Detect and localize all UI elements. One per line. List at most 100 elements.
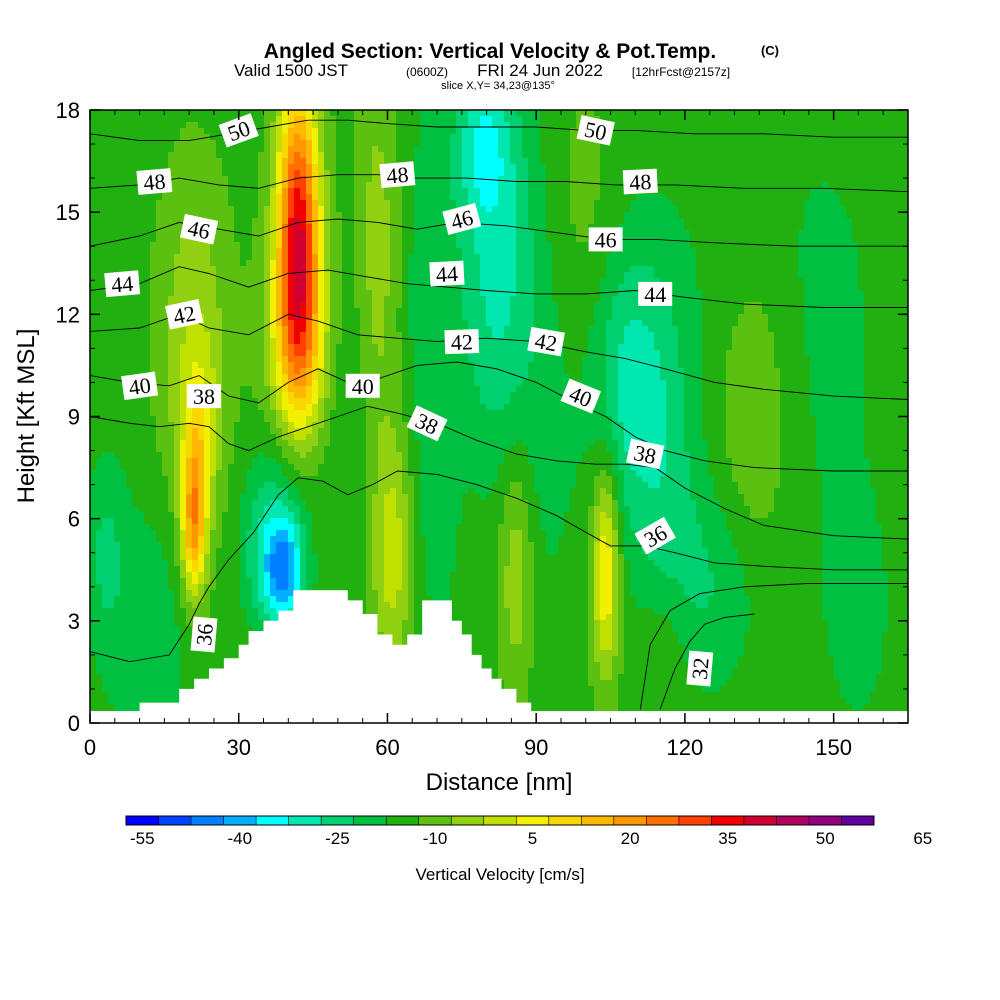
contour-label-text: 36 xyxy=(191,622,218,646)
colorbar-swatch xyxy=(126,816,159,825)
colorbar-swatch xyxy=(483,816,517,825)
colorbar-swatch xyxy=(288,816,322,825)
colorbar-ticks: -55 -40 -25 -10 5 20 35 50 65 xyxy=(130,829,932,848)
colorbar-swatch xyxy=(808,816,842,825)
forecast-label: [12hrFcst@2157z] xyxy=(632,65,730,79)
contour-label: 50 xyxy=(218,113,259,148)
contour-label-text: 50 xyxy=(582,116,609,145)
contour-label-text: 46 xyxy=(595,227,617,252)
colorbar-swatch xyxy=(841,816,875,825)
contour-label: 48 xyxy=(136,168,173,195)
y-tick-label: 12 xyxy=(56,302,80,327)
title-unit: (C) xyxy=(761,43,779,58)
contour-label-text: 46 xyxy=(186,215,213,244)
y-tick-label: 6 xyxy=(68,507,80,532)
contour-label-text: 42 xyxy=(171,300,198,329)
colorbar-swatch xyxy=(191,816,224,825)
theta-contour-50 xyxy=(90,119,908,142)
contour-label: 40 xyxy=(121,371,159,400)
contour-label-text: 40 xyxy=(352,374,374,399)
valid-date-label: FRI 24 Jun 2022 xyxy=(477,61,603,80)
contour-label: 48 xyxy=(622,168,658,195)
x-tick-label: 150 xyxy=(815,735,852,760)
colorbar-swatch xyxy=(678,816,712,825)
terrain xyxy=(90,590,908,723)
colorbar-tick-label: 65 xyxy=(913,829,932,848)
y-axis-label: Height [Kft MSL] xyxy=(13,329,40,504)
colorbar-swatch xyxy=(418,816,452,825)
colorbar-tick-label: -25 xyxy=(325,829,350,848)
theta-contour-48 xyxy=(90,174,908,193)
colorbar-tick-label: 35 xyxy=(718,829,737,848)
y-tick-label: 15 xyxy=(56,200,80,225)
contour-label: 38 xyxy=(626,438,665,470)
contour-label: 40 xyxy=(560,378,602,414)
y-tick-label: 0 xyxy=(68,711,80,736)
colorbar-swatch xyxy=(386,816,420,825)
colorbar-swatch xyxy=(743,816,777,825)
colorbar-tick-label: 50 xyxy=(816,829,835,848)
contour-label: 44 xyxy=(104,270,141,298)
colorbar-swatch xyxy=(548,816,582,825)
contour-label: 48 xyxy=(379,161,416,189)
ground-band xyxy=(90,711,908,723)
colorbar-swatch xyxy=(321,816,355,825)
contour-label: 46 xyxy=(179,213,219,245)
theta-contour-34 xyxy=(639,582,908,710)
contour-label-text: 38 xyxy=(632,440,659,469)
colorbar-swatch xyxy=(158,816,192,825)
contour-label-text: 40 xyxy=(127,372,152,400)
contour-label: 46 xyxy=(442,203,482,235)
contour-label: 42 xyxy=(165,299,204,330)
valid-time-label: Valid 1500 JST xyxy=(234,61,348,80)
slice-label: slice X,Y= 34,23@135° xyxy=(441,80,555,92)
x-axis-label: Distance [nm] xyxy=(426,769,573,796)
utc-time-label: (0600Z) xyxy=(406,65,448,79)
colorbar-frame xyxy=(125,815,875,826)
contour-label-text: 32 xyxy=(687,656,714,680)
contour-label: 32 xyxy=(686,650,714,687)
theta-contour-36 xyxy=(90,470,908,663)
x-tick-label: 30 xyxy=(226,735,250,760)
x-axis: 0 30 60 90 120 150 xyxy=(84,110,909,760)
contour-label-text: 48 xyxy=(629,169,652,195)
y-tick-label: 18 xyxy=(56,98,80,123)
colorbar-swatch xyxy=(613,816,647,825)
colorbar-tick-label: -55 xyxy=(130,829,155,848)
contour-label: 36 xyxy=(190,616,218,653)
contour-label-text: 42 xyxy=(450,329,473,355)
colorbar-tick-label: -40 xyxy=(228,829,253,848)
chart-title: Angled Section: Vertical Velocity & Pot.… xyxy=(264,40,716,63)
contour-label: 42 xyxy=(444,329,480,355)
contour-label: 42 xyxy=(527,326,565,357)
terrain-profile xyxy=(139,590,532,723)
y-tick-label: 9 xyxy=(68,405,80,430)
contour-label-text: 42 xyxy=(533,328,559,356)
theta-contours xyxy=(90,119,908,710)
colorbar-swatch xyxy=(451,816,485,825)
contour-label-text: 44 xyxy=(435,261,458,287)
colorbar xyxy=(125,815,875,826)
y-tick-label: 3 xyxy=(68,609,80,634)
x-tick-label: 60 xyxy=(375,735,399,760)
x-tick-label: 0 xyxy=(84,735,96,760)
colorbar-tick-label: -10 xyxy=(423,829,448,848)
colorbar-swatch xyxy=(711,816,745,825)
colorbar-label: Vertical Velocity [cm/s] xyxy=(415,865,584,884)
contour-label-text: 38 xyxy=(193,384,215,409)
contour-label: 40 xyxy=(345,373,380,399)
contour-label: 50 xyxy=(576,115,615,146)
colorbar-tick-label: 20 xyxy=(621,829,640,848)
colorbar-swatch xyxy=(581,816,615,825)
theta-contour-42 xyxy=(90,313,908,400)
colorbar-swatch xyxy=(223,816,257,825)
colorbar-swatch xyxy=(516,816,550,825)
colorbar-swatch xyxy=(646,816,680,825)
theta-contour-32 xyxy=(659,613,755,710)
x-tick-label: 90 xyxy=(524,735,548,760)
contour-label: 44 xyxy=(429,260,465,287)
x-tick-label: 120 xyxy=(667,735,704,760)
